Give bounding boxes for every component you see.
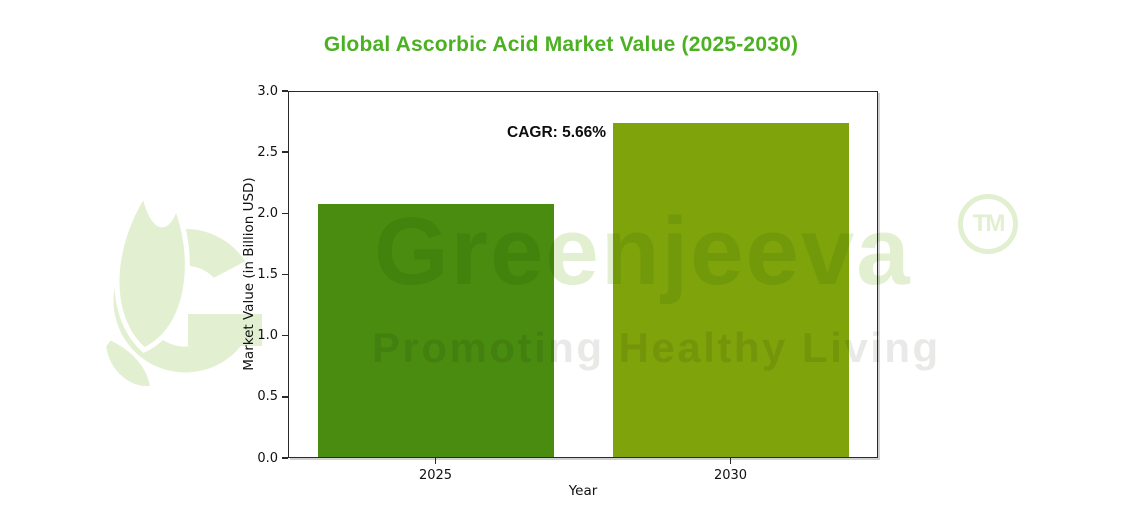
y-tick-label: 1.5 xyxy=(257,267,278,282)
plot-area xyxy=(288,91,878,458)
x-axis-label: Year xyxy=(568,483,598,499)
y-tick-mark xyxy=(282,334,288,337)
bar-2025 xyxy=(317,203,554,458)
x-tick-label: 2030 xyxy=(713,468,748,483)
y-tick-label: 1.0 xyxy=(257,328,278,344)
x-tick-mark xyxy=(434,458,437,464)
bars-layer xyxy=(288,91,878,458)
y-tick-mark xyxy=(282,212,288,215)
x-tick-mark xyxy=(729,458,732,464)
y-tick-label: 0.5 xyxy=(257,389,278,405)
y-tick-label: 3.0 xyxy=(257,83,278,99)
x-tick-label: 2025 xyxy=(418,468,453,483)
y-tick-mark xyxy=(282,273,288,276)
chart-title: Global Ascorbic Acid Market Value (2025-… xyxy=(323,33,799,56)
y-tick-label: 2.0 xyxy=(257,205,278,221)
y-tick-label: 0.0 xyxy=(257,450,278,466)
y-tick-label: 2.5 xyxy=(257,144,278,160)
cagr-annotation: CAGR: 5.66% xyxy=(507,124,607,141)
bar-2030 xyxy=(612,122,849,458)
trademark-icon: TM xyxy=(958,194,1018,254)
y-tick-mark xyxy=(282,457,288,459)
y-tick-mark xyxy=(282,151,288,153)
y-tick-mark xyxy=(282,90,288,92)
y-tick-mark xyxy=(282,396,288,398)
trademark-text: TM xyxy=(972,210,1006,237)
